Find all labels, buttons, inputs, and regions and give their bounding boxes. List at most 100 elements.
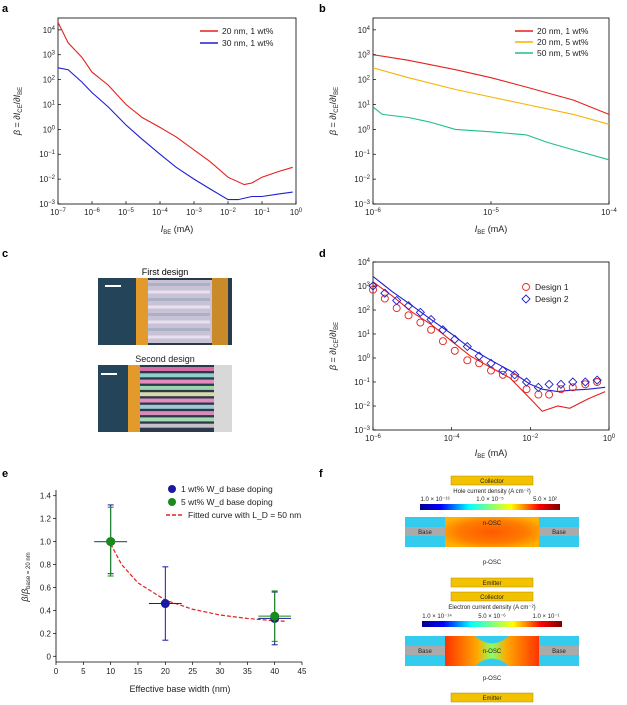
data-point-design2 (544, 379, 554, 389)
hole-colorbar (420, 504, 560, 510)
micrograph2-electrode-left (128, 365, 140, 432)
x-tick-label-a: 10−1 (254, 208, 270, 217)
hole-scale-min: 1.0 × 10⁻¹³ (420, 497, 449, 503)
data-point-design2 (403, 301, 414, 311)
data-point-design2 (580, 377, 590, 387)
y-tick-label-e: 1.0 (40, 538, 52, 547)
x-tick-label-e: 35 (243, 667, 252, 676)
x-tick-label-d: 100 (603, 434, 616, 443)
y-tick-label-b: 10−3 (354, 200, 370, 209)
data-point-design1 (416, 318, 425, 327)
y-tick-label-e: 0.6 (40, 583, 52, 592)
emitter-label-bottom: Emitter (482, 696, 501, 702)
base-label-right-top: Base (552, 530, 566, 536)
emitter-electrode-bottom (450, 692, 534, 703)
y-tick-label-b: 10−1 (354, 150, 370, 159)
x-tick-label-b: 10−5 (483, 208, 499, 217)
micrograph2-stripe (140, 385, 214, 390)
x-axis-label-a: IBE (mA) (161, 224, 194, 236)
y-tick-label-d: 10−2 (354, 402, 370, 411)
data-point-design1 (404, 311, 413, 320)
nosc-label-bottom: n-OSC (483, 649, 502, 655)
scale-bar-second (101, 373, 117, 375)
data-point-design2 (533, 382, 543, 392)
y-tick-label-b: 104 (358, 26, 371, 35)
legend-label-e-1: 5 wt% W_d base doping (181, 497, 273, 507)
x-tick-label-a: 10−5 (118, 208, 134, 217)
y-axis-label-a: β = ∂ICE/∂IBE (12, 87, 24, 136)
data-point-design1 (568, 383, 577, 392)
hole-scale-max: 5.0 × 10² (533, 497, 557, 503)
x-tick-label-d: 10−4 (444, 434, 460, 443)
data-point-design2 (510, 370, 520, 380)
x-tick-label-e: 30 (216, 667, 225, 676)
data-point-design1 (427, 325, 436, 334)
x-tick-label-e: 0 (54, 667, 59, 676)
micrograph2-stripe (140, 379, 214, 384)
data-point-design2 (380, 288, 390, 298)
series-line-a-1 (57, 67, 293, 201)
legend-marker-e-0 (168, 485, 176, 493)
panel-letter-f: f (319, 468, 323, 480)
data-point-design2 (450, 334, 460, 344)
hole-heatmap (445, 517, 539, 547)
data-point-design1 (463, 356, 472, 365)
posc-label-bottom: p-OSC (483, 676, 502, 682)
legend-label-b-0: 20 nm, 1 wt% (537, 26, 589, 36)
electron-scale-min: 1.0 × 10⁻¹⁴ (422, 613, 452, 620)
data-point-design2 (474, 351, 484, 361)
x-tick-label-a: 10−6 (84, 208, 100, 217)
legend-label-a-0: 20 nm, 1 wt% (222, 26, 274, 36)
collector-electrode-top (450, 475, 534, 486)
data-point-design1 (498, 370, 507, 379)
x-axis-label-e: Effective base width (nm) (130, 684, 231, 694)
x-axis-label-b: IBE (mA) (475, 224, 508, 236)
data-point-design1 (581, 380, 590, 389)
data-point-design2 (392, 295, 402, 306)
electron-density-title: Electron current density (A cm⁻²) (448, 605, 535, 611)
x-tick-label-b: 10−4 (601, 208, 617, 217)
x-tick-label-e: 15 (134, 667, 143, 676)
panel-d-chart: 10−6 10−4 10−2 100 10−3 10−2 10−1 100 101 102 103… (328, 258, 616, 460)
y-tick-label-b: 101 (358, 100, 371, 109)
x-tick-label-e: 25 (188, 667, 197, 676)
micrograph2-bg-left (98, 365, 128, 432)
fitted-curve (110, 543, 286, 622)
y-tick-label-a: 101 (43, 100, 56, 109)
legend-label-b-1: 20 nm, 5 wt% (537, 37, 589, 47)
y-tick-label-d: 100 (358, 354, 371, 363)
panel-e-chart: 0 5 10 15 20 25 30 35 40 45 0 0.2 0.4 0.6 0.8 1.0 1.2 1.… (20, 484, 307, 694)
data-point-design1 (534, 390, 543, 399)
data-point-design1 (545, 390, 554, 399)
y-tick-label-a: 102 (43, 76, 56, 85)
data-point-design1 (593, 378, 602, 386)
data-point-design2 (498, 365, 508, 376)
micrograph-stripe (148, 298, 210, 301)
y-axis-label-d: β = ∂ICE/∂IBE (328, 322, 340, 371)
micrograph2-stripe (140, 417, 214, 422)
micrograph-bg-left (98, 278, 136, 345)
data-point-design1 (510, 373, 519, 382)
emitter-label-top: Emitter (482, 581, 501, 587)
x-axis-label-d: IBE (mA) (475, 448, 508, 460)
x-tick-label-a: 10−4 (152, 208, 168, 217)
y-axis-label-e: β/βbase = 20 nm (20, 552, 32, 602)
panel-f-simulation: Collector Hole current density (A cm⁻²) … (405, 475, 579, 703)
y-tick-label-e: 0.2 (40, 629, 52, 638)
micrograph2-stripe (140, 392, 214, 397)
micrograph2-stripe (140, 404, 214, 409)
micrograph-stripe (148, 290, 210, 294)
y-tick-label-e: 0.4 (40, 606, 52, 615)
base-label-left-bottom: Base (418, 649, 432, 655)
x-tick-label-d: 10−6 (365, 434, 381, 443)
series-line-b-1 (372, 67, 610, 125)
panel-letter-d: d (319, 248, 326, 260)
plot-frame-a (57, 17, 297, 205)
legend-marker-d-0 (522, 283, 530, 291)
series-line-d-3 (372, 275, 606, 393)
first-design-label: First design (142, 267, 189, 277)
micrograph-electrode-right (212, 278, 228, 345)
y-tick-label-e: 1.4 (40, 492, 52, 501)
base-label-right-bottom: Base (552, 649, 566, 655)
